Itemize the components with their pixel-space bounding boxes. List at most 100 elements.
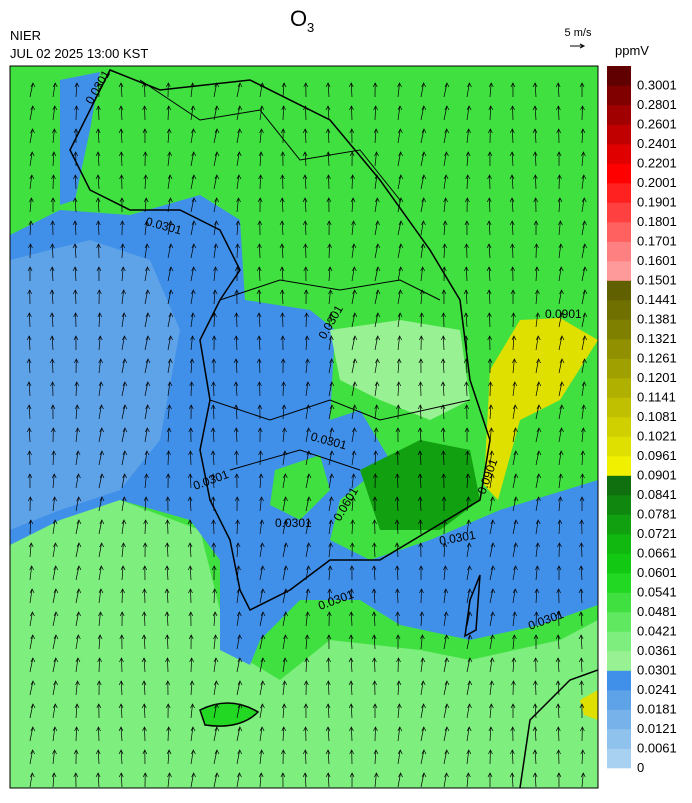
wind-arrow xyxy=(190,266,196,282)
wind-arrow xyxy=(210,496,216,512)
wind-arrow xyxy=(256,335,262,351)
wind-arrow xyxy=(213,703,219,719)
wind-arrow xyxy=(187,496,193,512)
wind-arrow xyxy=(258,151,264,167)
wind-arrow xyxy=(440,427,446,443)
colorbar-label: 0.0901 xyxy=(637,468,677,483)
wind-arrow xyxy=(305,381,311,397)
wind-arrow xyxy=(417,450,423,466)
wind-arrow xyxy=(326,657,331,673)
wind-arrow xyxy=(235,542,241,558)
wind-arrow xyxy=(325,151,331,167)
wind-arrow xyxy=(97,289,102,305)
wind-arrow xyxy=(52,565,59,581)
wind-arrow xyxy=(396,657,401,673)
wind-arrow xyxy=(98,358,103,374)
wind-arrow xyxy=(236,726,243,742)
wind-arrow xyxy=(189,381,194,397)
wind-arrow xyxy=(236,749,243,765)
wind-arrow xyxy=(489,588,496,604)
wind-arrow xyxy=(303,266,309,282)
wind-arrow xyxy=(348,703,354,719)
wind-arrow xyxy=(397,289,403,305)
wind-arrow xyxy=(143,496,149,512)
wind-arrow xyxy=(302,174,308,190)
wind-arrow xyxy=(167,335,173,351)
wind-arrow xyxy=(420,151,427,167)
wind-arrow xyxy=(302,772,308,788)
wind-arrow xyxy=(121,404,128,420)
wind-arrow xyxy=(144,473,149,489)
wind-arrow xyxy=(281,381,286,397)
wind-arrow xyxy=(579,496,585,512)
colorbar-label: 0.0601 xyxy=(637,565,677,580)
wind-arrow xyxy=(556,611,561,627)
wind-arrow xyxy=(489,450,495,466)
wind-arrow xyxy=(443,105,450,121)
contour-label: 0.0301 xyxy=(438,528,477,548)
colorbar-segment xyxy=(607,358,631,379)
field-inner-green xyxy=(270,455,330,520)
wind-arrow xyxy=(121,358,128,374)
colorbar-segment xyxy=(607,651,631,671)
colorbar-label: 0.2601 xyxy=(637,117,677,132)
colorbar-segment xyxy=(607,163,631,184)
wind-arrow xyxy=(144,381,151,397)
wind-arrow xyxy=(348,634,354,650)
wind-arrow xyxy=(418,542,423,558)
wind-arrow xyxy=(466,634,473,650)
wind-arrow xyxy=(395,588,400,604)
wind-arrow xyxy=(579,703,585,719)
colorbar-segment xyxy=(607,690,631,710)
wind-arrow xyxy=(144,335,151,351)
wind-arrow xyxy=(279,220,285,236)
wind-arrow xyxy=(349,128,355,144)
wind-arrow xyxy=(98,473,105,489)
wind-arrow xyxy=(72,197,78,213)
wind-arrow xyxy=(327,565,333,581)
wind-arrow xyxy=(190,174,197,190)
wind-arrow xyxy=(532,82,538,98)
wind-arrow xyxy=(534,243,539,259)
colorbar-label: 0.3001 xyxy=(637,78,677,93)
wind-arrow xyxy=(581,335,588,351)
wind-arrow xyxy=(579,680,584,696)
wind-arrow xyxy=(257,381,262,397)
wind-arrow xyxy=(325,772,331,788)
wind-arrow xyxy=(558,450,564,466)
wind-arrow xyxy=(443,174,449,190)
wind-arrow xyxy=(558,289,564,305)
field-blue-north xyxy=(60,72,100,205)
wind-arrow xyxy=(328,427,335,443)
wind-arrow xyxy=(512,404,518,420)
colorbar-segment xyxy=(607,280,631,301)
wind-arrow xyxy=(236,174,242,190)
wind-arrow xyxy=(466,726,472,742)
wind-arrow xyxy=(280,749,286,765)
wind-arrow xyxy=(397,772,403,788)
wind-arrow xyxy=(558,358,565,374)
wind-arrow xyxy=(29,680,36,696)
wind-arrow xyxy=(533,174,538,190)
wind-arrow xyxy=(282,542,289,558)
wind-arrow xyxy=(118,82,124,98)
wind-arrow xyxy=(443,657,450,673)
wind-arrow xyxy=(325,726,331,742)
wind-arrow xyxy=(510,243,515,259)
colorbar-label: 0.0661 xyxy=(637,546,677,561)
wind-arrow xyxy=(121,519,127,535)
wind-arrow xyxy=(581,404,587,420)
wind-arrow xyxy=(558,312,565,328)
wind-arrow xyxy=(394,519,400,535)
wind-arrow xyxy=(29,128,35,144)
contour-label: 0.0901 xyxy=(545,307,582,321)
wind-arrow xyxy=(259,588,266,604)
wind-arrow xyxy=(213,243,219,259)
wind-arrow xyxy=(420,726,427,742)
wind-arrow xyxy=(236,703,243,719)
wind-arrow xyxy=(512,450,519,466)
wind-arrow xyxy=(50,197,56,213)
wind-arrow xyxy=(27,473,33,489)
colorbar-segment xyxy=(607,475,631,496)
wind-arrow xyxy=(420,266,425,282)
